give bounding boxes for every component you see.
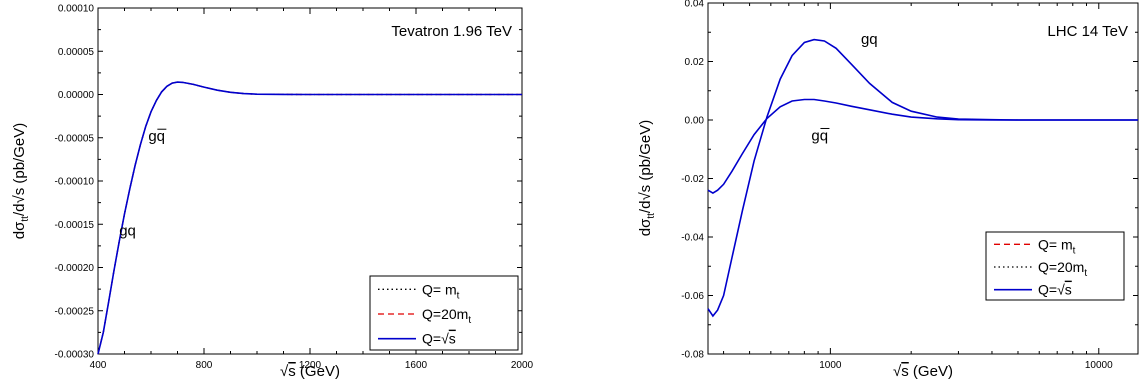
y-tick-label: 0.00 — [685, 116, 705, 127]
y-tick-label: -0.00010 — [55, 177, 95, 188]
series-line-3 — [97, 81, 522, 355]
legend-label: Q=√s — [422, 331, 456, 347]
y-axis-label-main: dσ — [637, 218, 654, 236]
legend-label: Q= mt — [1038, 236, 1076, 256]
legend-label: Q=20mt — [422, 306, 471, 326]
x-axis-label-unit: (GeV) — [296, 363, 340, 380]
y-axis-label: dσtt/d√s (pb/GeV) — [11, 123, 31, 239]
x-tick-label: 1600 — [405, 360, 428, 371]
x-axis-label: √s (GeV) — [280, 363, 340, 380]
annotation-label: gq — [148, 128, 165, 145]
legend-label-subscript: t — [1084, 268, 1087, 279]
y-axis-label-sub: tt — [20, 216, 31, 222]
plot-frame — [707, 2, 1139, 355]
chart-panel-1: 0.00010 0.00005 0.00000 -0.00005 -0.00010 -0.… — [11, 4, 534, 381]
x-tick-label: 1000 — [819, 360, 842, 371]
y-tick-label: -0.02 — [681, 174, 704, 185]
y-tick-label: -0.00025 — [55, 306, 95, 317]
y-tick-label: 0.00000 — [58, 90, 95, 101]
y-tick-label: -0.00015 — [55, 220, 95, 231]
legend-label-radical: √ — [441, 331, 449, 347]
x-axis-label-unit: (GeV) — [909, 363, 953, 380]
legend-label-subscript: t — [1073, 245, 1076, 256]
y-tick-label: -0.00030 — [55, 350, 95, 361]
legend-label-radicand: s — [449, 331, 456, 347]
y-tick-label: 0.02 — [685, 57, 705, 68]
legend-box — [985, 231, 1125, 301]
x-axis-label-radical: √ — [893, 363, 902, 380]
x-tick-label: 400 — [90, 360, 107, 371]
legend-label-subscript: t — [468, 315, 471, 326]
annotation-label: gq — [119, 222, 136, 239]
y-tick-label: -0.00005 — [55, 133, 95, 144]
x-axis-label-radicand: s — [288, 363, 296, 380]
series-line-2 — [707, 98, 1138, 195]
annotation-label: gq — [861, 31, 878, 48]
legend-label: Q=√s — [1038, 282, 1072, 298]
y-tick-label: 0.00005 — [58, 47, 95, 58]
y-axis-label-main: dσ — [11, 221, 28, 239]
x-tick-label: 10000 — [1085, 360, 1113, 371]
y-tick-label: -0.08 — [681, 350, 704, 361]
annotation-label: gq — [811, 127, 828, 144]
y-tick-label: 0.00010 — [58, 4, 95, 15]
legend-box — [369, 275, 519, 351]
chart-title: Tevatron 1.96 TeV — [391, 23, 512, 40]
x-axis-label-radical: √ — [280, 363, 289, 380]
chart-panel-2: 0.04 0.02 0.00 -0.02 -0.04 -0.06 -0.08 1000 1000… — [637, 0, 1139, 380]
x-axis-label-radicand: s — [901, 363, 909, 380]
x-tick-label: 1200 — [299, 360, 322, 371]
legend-label-radicand: s — [1065, 282, 1072, 298]
y-axis-label-sub: tt — [646, 213, 657, 219]
y-tick-label: -0.00020 — [55, 263, 95, 274]
x-tick-label: 2000 — [511, 360, 534, 371]
y-tick-label: 0.04 — [685, 0, 705, 10]
x-axis-label: √s (GeV) — [893, 363, 953, 380]
y-axis-label-rest: /d√s (pb/GeV) — [11, 123, 28, 216]
chart-title: LHC 14 TeV — [1047, 23, 1128, 40]
y-axis-label-rest: /d√s (pb/GeV) — [637, 120, 654, 213]
y-axis-label: dσtt/d√s (pb/GeV) — [637, 120, 657, 236]
legend-label-subscript: t — [457, 290, 460, 301]
legend-label: Q=20mt — [1038, 259, 1087, 279]
y-tick-label: -0.04 — [681, 233, 704, 244]
legend-label: Q= mt — [422, 281, 460, 301]
x-tick-label: 800 — [196, 360, 213, 371]
legend-label-radical: √ — [1057, 282, 1065, 298]
y-tick-label: -0.06 — [681, 291, 704, 302]
